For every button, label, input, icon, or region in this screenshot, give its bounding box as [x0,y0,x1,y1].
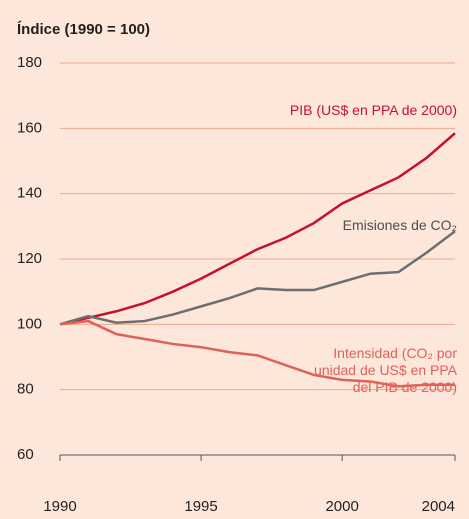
series-label: PIB (US$ en PPA de 2000) [289,102,457,118]
y-tick-label: 100 [17,315,42,332]
series-line [59,230,456,326]
x-tick-label: 1990 [43,498,76,515]
y-tick-label: 120 [17,250,42,267]
y-tick-label: 180 [17,54,42,71]
chart-title: Índice (1990 = 100) [17,21,150,38]
x-tick-label: 1995 [184,498,217,515]
y-tick-label: 80 [17,381,34,398]
series-line [59,132,456,326]
series-label: Emisiones de CO₂ [342,217,457,233]
series-label: Intensidad (CO₂ por unidad de US$ en PPA… [314,345,457,395]
x-tick-label: 2004 [422,498,455,515]
y-tick-label: 60 [17,446,34,463]
series-line [59,319,455,388]
y-tick-label: 160 [17,119,42,136]
y-tick-label: 140 [17,185,42,202]
x-tick-label: 2000 [325,498,358,515]
